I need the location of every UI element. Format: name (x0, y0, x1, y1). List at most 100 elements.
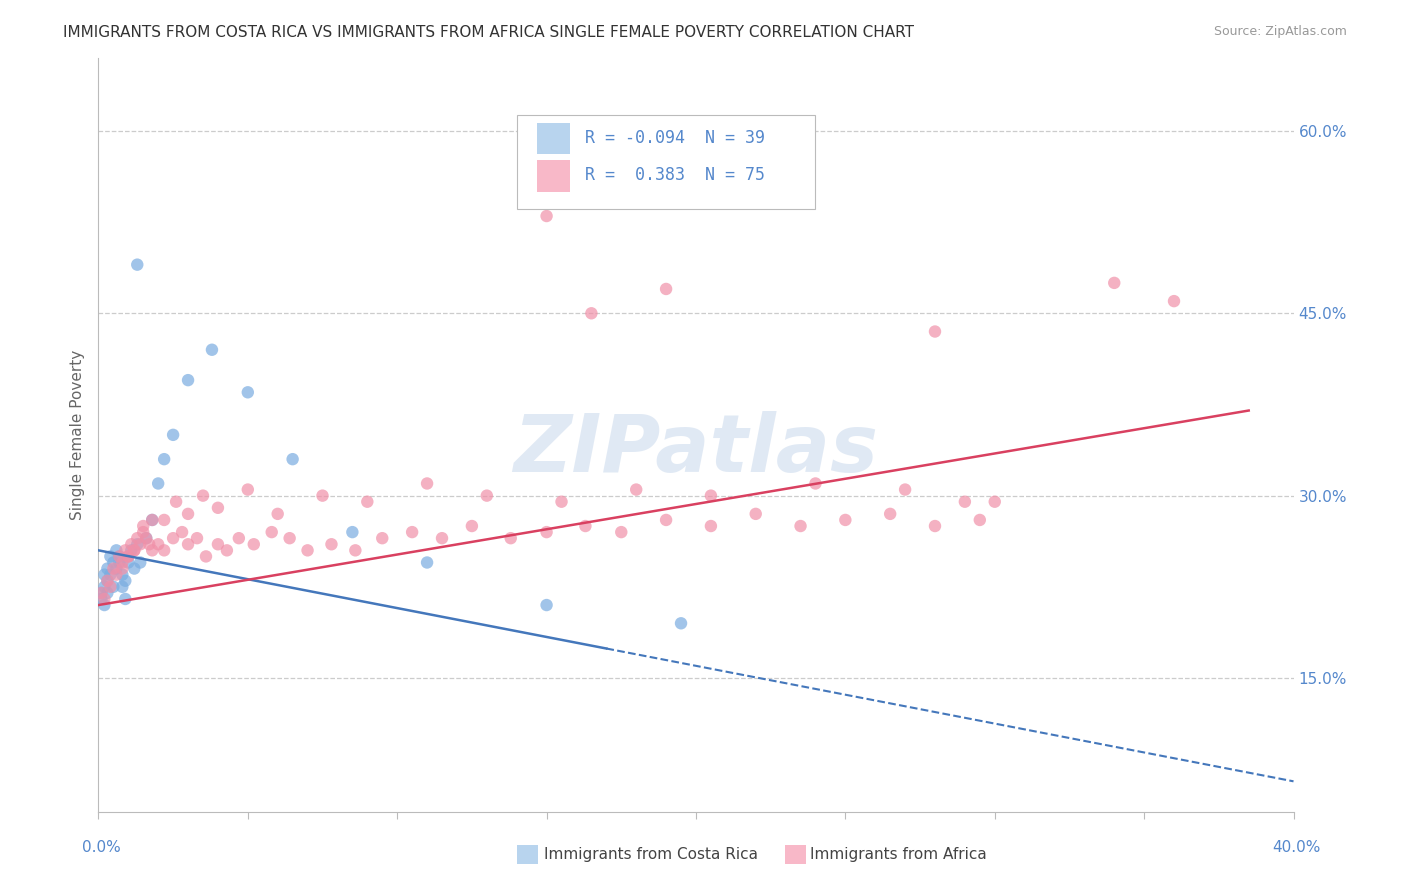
Point (165, 494, 187, 508)
Point (228, 531, 250, 545)
Point (135, 531, 157, 545)
Point (96, 574, 118, 588)
Point (669, 616, 692, 631)
Point (117, 549, 139, 564)
Point (124, 561, 146, 575)
Point (1104, 276, 1126, 290)
Point (789, 519, 811, 533)
Point (120, 543, 142, 558)
Point (98, 567, 122, 582)
Point (924, 325, 946, 339)
Point (207, 500, 229, 515)
Point (356, 494, 378, 508)
Point (114, 574, 136, 588)
Point (153, 543, 176, 558)
Point (236, 385, 259, 400)
Point (371, 531, 394, 545)
Point (416, 476, 439, 491)
Text: R = -0.094  N = 39: R = -0.094 N = 39 (585, 128, 765, 147)
Point (103, 561, 125, 575)
Point (879, 507, 901, 521)
Point (127, 531, 149, 545)
Point (416, 556, 439, 570)
Point (111, 567, 134, 582)
Point (105, 567, 128, 582)
Point (550, 494, 572, 508)
Point (201, 343, 224, 357)
Point (111, 561, 134, 575)
Point (610, 525, 633, 540)
Point (430, 531, 453, 545)
Point (124, 543, 146, 558)
Point (461, 519, 484, 533)
Point (177, 373, 200, 387)
Point (103, 556, 125, 570)
Point (344, 543, 367, 558)
Point (153, 513, 176, 527)
Point (135, 531, 157, 545)
Point (153, 452, 176, 467)
Point (96, 561, 118, 575)
Point (90, 586, 112, 600)
Point (186, 531, 208, 545)
Point (172, 525, 194, 540)
Point (108, 556, 131, 570)
Point (90, 591, 112, 606)
Point (162, 531, 184, 545)
Point (177, 537, 200, 551)
Point (475, 489, 498, 503)
Point (215, 543, 238, 558)
Point (114, 543, 136, 558)
Point (177, 507, 200, 521)
Point (311, 489, 333, 503)
Point (297, 543, 319, 558)
Point (191, 489, 214, 503)
Point (111, 580, 134, 594)
Point (93, 567, 115, 582)
Point (894, 483, 917, 497)
Point (195, 549, 218, 564)
Point (98, 549, 122, 564)
Text: IMMIGRANTS FROM COSTA RICA VS IMMIGRANTS FROM AFRICA SINGLE FEMALE POVERTY CORRE: IMMIGRANTS FROM COSTA RICA VS IMMIGRANTS… (63, 25, 914, 40)
Point (804, 476, 827, 491)
Point (626, 483, 648, 497)
Point (103, 580, 125, 594)
Point (581, 306, 603, 320)
Bar (785, 845, 806, 864)
Point (267, 507, 290, 521)
Point (953, 494, 976, 508)
Point (834, 513, 856, 527)
Point (499, 531, 522, 545)
Point (108, 549, 131, 564)
FancyBboxPatch shape (517, 114, 815, 209)
Point (207, 537, 229, 551)
Text: R =  0.383  N = 75: R = 0.383 N = 75 (585, 166, 765, 184)
Point (700, 489, 723, 503)
Point (132, 525, 155, 540)
Point (969, 513, 991, 527)
Point (574, 519, 596, 533)
Point (984, 494, 1007, 508)
Point (162, 427, 184, 442)
Point (700, 519, 723, 533)
Point (1163, 294, 1185, 309)
Point (148, 476, 170, 491)
Point (321, 537, 343, 551)
Point (90, 586, 112, 600)
Point (114, 591, 136, 606)
Point (536, 525, 558, 540)
Point (132, 519, 155, 533)
Point (111, 556, 134, 570)
Point (281, 452, 304, 467)
Point (536, 598, 558, 612)
Text: Immigrants from Costa Rica: Immigrants from Costa Rica (544, 847, 758, 862)
Point (105, 561, 128, 575)
Text: ZIPatlas: ZIPatlas (513, 411, 879, 489)
Text: 0.0%: 0.0% (82, 840, 121, 855)
Bar (517, 845, 538, 864)
Point (96, 586, 118, 600)
Point (260, 525, 283, 540)
Text: Source: ZipAtlas.com: Source: ZipAtlas.com (1213, 25, 1347, 38)
Point (536, 209, 558, 223)
Point (129, 537, 152, 551)
